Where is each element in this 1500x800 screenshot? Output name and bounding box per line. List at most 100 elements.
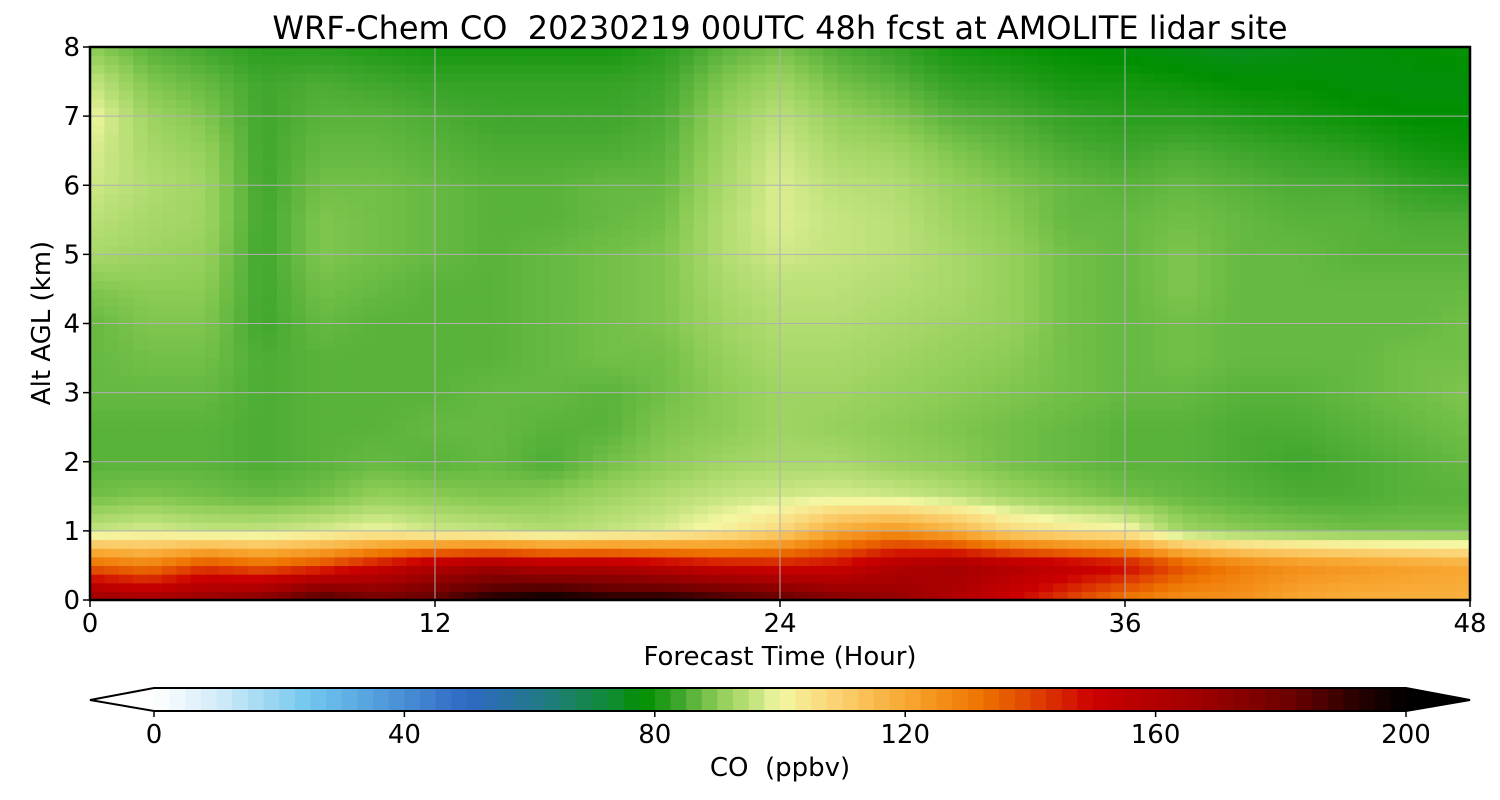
heatmap-cell <box>133 202 149 212</box>
heatmap-cell <box>535 461 551 471</box>
heatmap-cell <box>205 297 220 307</box>
heatmap-cell <box>952 323 968 333</box>
heatmap-cell <box>276 349 292 359</box>
heatmap-cell <box>794 487 810 497</box>
heatmap-cell <box>1398 409 1414 420</box>
heatmap-cell <box>650 358 666 368</box>
heatmap-cell <box>1182 202 1198 212</box>
heatmap-cell <box>420 245 436 255</box>
heatmap-cell <box>1283 332 1299 342</box>
heatmap-cell <box>176 202 192 212</box>
heatmap-cell <box>923 522 939 532</box>
heatmap-cell <box>133 366 149 376</box>
heatmap-cell <box>219 332 235 342</box>
heatmap-cell <box>866 245 882 255</box>
heatmap-cell <box>176 185 192 195</box>
heatmap-cell <box>851 271 867 281</box>
heatmap-cell <box>880 496 896 506</box>
heatmap-cell <box>880 461 896 471</box>
heatmap-cell <box>550 167 565 178</box>
heatmap-cell <box>693 245 709 255</box>
heatmap-cell <box>938 271 954 281</box>
heatmap-cell <box>133 565 149 575</box>
heatmap-cell <box>1240 245 1255 255</box>
heatmap-cell <box>363 193 379 204</box>
heatmap-cell <box>291 332 307 342</box>
heatmap-cell <box>607 193 623 204</box>
heatmap-cell <box>1283 409 1299 420</box>
heatmap-cell <box>363 297 379 307</box>
heatmap-cell <box>435 176 450 186</box>
heatmap-cell <box>665 349 680 359</box>
heatmap-cell <box>923 530 939 541</box>
heatmap-cell <box>1254 479 1270 489</box>
heatmap-cell <box>751 150 767 160</box>
heatmap-cell <box>1254 219 1270 230</box>
heatmap-cell <box>1441 280 1457 290</box>
heatmap-cell <box>1441 306 1457 316</box>
heatmap-cell <box>377 383 393 394</box>
heatmap-cell <box>578 383 594 394</box>
heatmap-cell <box>1426 237 1442 247</box>
heatmap-cell <box>492 453 508 463</box>
heatmap-cell <box>449 470 465 480</box>
heatmap-cell <box>1038 453 1054 463</box>
heatmap-cell <box>593 479 609 489</box>
heatmap-cell <box>262 366 278 376</box>
heatmap-cell <box>981 479 997 489</box>
heatmap-cell <box>1153 548 1169 558</box>
heatmap-cell <box>1096 453 1112 463</box>
heatmap-cell <box>1153 185 1169 195</box>
heatmap-cell <box>233 237 249 247</box>
heatmap-cell <box>1455 392 1470 402</box>
heatmap-cell <box>1168 530 1184 541</box>
heatmap-cell <box>377 522 393 532</box>
heatmap-cell <box>578 453 594 463</box>
heatmap-cell <box>348 591 364 600</box>
heatmap-cell <box>693 263 709 273</box>
heatmap-cell <box>1182 522 1198 532</box>
heatmap-cell <box>492 159 508 169</box>
heatmap-cell <box>938 340 954 351</box>
heatmap-cell <box>90 245 105 255</box>
heatmap-cell <box>550 427 565 437</box>
heatmap-cell <box>1153 470 1169 480</box>
heatmap-cell <box>391 314 407 325</box>
heatmap-cell <box>837 280 853 290</box>
heatmap-cell <box>377 340 393 351</box>
heatmap-cell <box>1081 245 1097 255</box>
heatmap-cell <box>550 219 565 230</box>
heatmap-cell <box>435 539 450 549</box>
heatmap-cell <box>851 556 867 567</box>
heatmap-cell <box>320 409 335 420</box>
heatmap-cell <box>90 591 105 600</box>
heatmap-cell <box>708 176 724 186</box>
heatmap-cell <box>1211 323 1227 333</box>
heatmap-cell <box>1383 323 1399 333</box>
heatmap-cell <box>291 530 307 541</box>
heatmap-cell <box>118 323 134 333</box>
heatmap-cell <box>1355 340 1370 351</box>
heatmap-cell <box>909 228 925 238</box>
heatmap-cell <box>895 332 910 342</box>
heatmap-cell <box>564 185 580 195</box>
heatmap-cell <box>1182 418 1198 428</box>
heatmap-cell <box>1240 332 1255 342</box>
heatmap-cell <box>1168 548 1184 558</box>
heatmap-cell <box>1196 470 1212 480</box>
heatmap-cell <box>104 202 120 212</box>
heatmap-cell <box>679 522 695 532</box>
heatmap-cell <box>133 263 149 273</box>
heatmap-cell <box>233 375 249 385</box>
heatmap-cell <box>248 504 264 515</box>
heatmap-cell <box>995 409 1011 420</box>
heatmap-cell <box>621 358 637 368</box>
heatmap-cell <box>1053 245 1069 255</box>
heatmap-cell <box>1311 444 1327 454</box>
heatmap-cell <box>248 487 264 497</box>
heatmap-cell <box>923 435 939 446</box>
heatmap-cell <box>966 444 982 454</box>
heatmap-cell <box>1153 297 1169 307</box>
heatmap-cell <box>377 237 393 247</box>
heatmap-cell <box>866 444 882 454</box>
